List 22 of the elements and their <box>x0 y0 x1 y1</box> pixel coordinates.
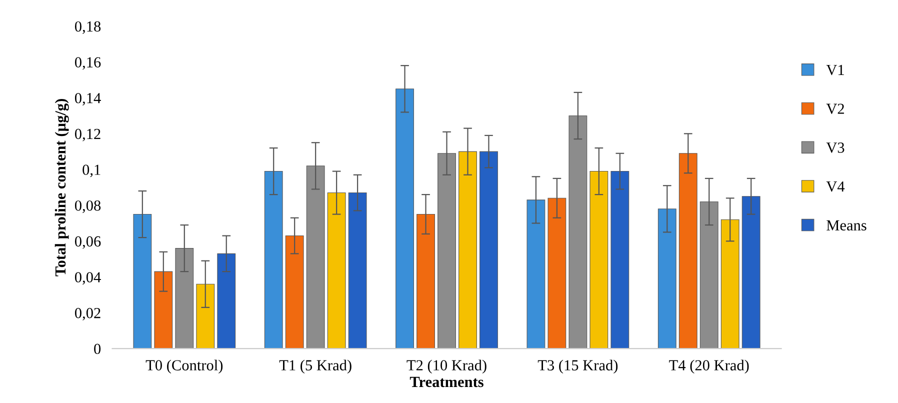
legend-label: Means <box>826 220 866 231</box>
legend-label: V3 <box>826 142 844 153</box>
x-tick-label: T4 (20 Krad) <box>669 360 749 374</box>
x-tick-label: T0 (Control) <box>146 360 223 374</box>
x-tick-label: T2 (10 Krad) <box>406 360 486 374</box>
y-tick-label: 0,06 <box>74 236 101 249</box>
y-tick-label: 0,02 <box>74 308 100 320</box>
y-tick-label: 0,14 <box>74 92 101 106</box>
y-tick-label: 0,16 <box>74 57 101 70</box>
legend-label: V2 <box>826 104 844 114</box>
y-tick-label: 0,08 <box>74 200 101 213</box>
legend-label: V1 <box>826 64 844 76</box>
x-tick-label: T3 (15 Krad) <box>538 360 618 374</box>
y-tick-label: 0 <box>94 344 101 354</box>
y-axis-title: Total proline content (µg/g) <box>54 98 69 276</box>
legend-label: V4 <box>826 181 845 192</box>
y-tick-label: 0,04 <box>74 272 101 285</box>
y-tick-label: 0,1 <box>82 164 100 178</box>
x-axis-title: Treatments <box>410 376 484 388</box>
y-tick-label: 0,18 <box>74 21 101 34</box>
x-tick-label: T1 (5 Krad) <box>279 360 352 374</box>
y-tick-label: 0,12 <box>74 128 100 142</box>
